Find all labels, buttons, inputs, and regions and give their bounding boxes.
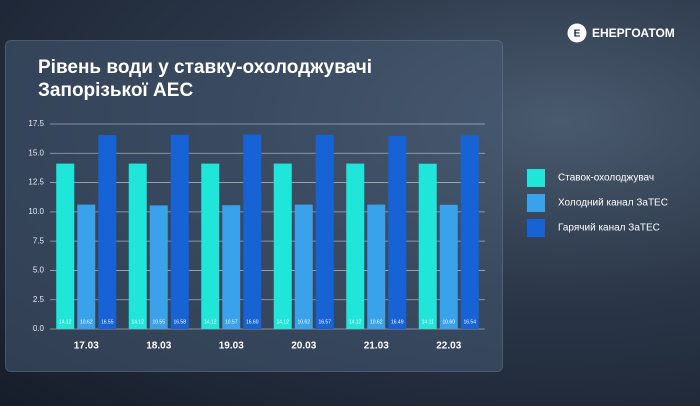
y-tick-label: 2.5 — [33, 295, 45, 304]
x-tick-label: 19.03 — [219, 341, 244, 352]
value-label: 16.54 — [463, 319, 476, 325]
value-label: 14.11 — [422, 319, 434, 325]
legend-swatch — [527, 169, 545, 187]
value-label: 16.55 — [101, 319, 114, 325]
x-tick-label: 20.03 — [291, 341, 316, 352]
bar — [128, 163, 147, 329]
value-label: 10.62 — [370, 319, 383, 325]
value-label: 10.55 — [152, 319, 165, 325]
value-label: 16.60 — [246, 319, 259, 325]
bar — [273, 163, 292, 329]
legend-label: Гарячий канал ЗаТЕС — [558, 223, 660, 234]
value-label: 10.62 — [297, 319, 310, 325]
y-tick-label: 5.0 — [33, 266, 45, 275]
y-tick-label: 7.5 — [33, 236, 45, 245]
bar — [367, 204, 386, 329]
x-tick-label: 17.03 — [74, 341, 99, 352]
bar — [170, 134, 189, 329]
bar — [315, 134, 334, 329]
value-label: 14.12 — [204, 319, 217, 325]
bar — [222, 205, 241, 329]
bar — [439, 204, 458, 329]
value-label: 16.49 — [391, 319, 404, 325]
y-tick-label: 10.0 — [28, 207, 44, 216]
x-tick-label: 21.03 — [364, 341, 389, 352]
x-tick-label: 22.03 — [436, 341, 461, 352]
bar — [56, 163, 75, 329]
legend-label: Холодний канал ЗаТЕС — [558, 198, 668, 209]
bar — [98, 135, 117, 329]
x-tick-label: 18.03 — [146, 341, 171, 352]
legend-swatch — [527, 194, 545, 212]
y-tick-label: 0.0 — [33, 324, 45, 333]
bar — [294, 204, 313, 329]
value-label: 10.57 — [225, 319, 238, 325]
logo-icon: Е — [567, 23, 587, 43]
bar — [149, 205, 168, 329]
svg-text:Е: Е — [574, 29, 581, 40]
y-tick-label: 12.5 — [28, 178, 44, 187]
value-label: 14.12 — [131, 319, 144, 325]
value-label: 14.12 — [276, 319, 289, 325]
bar — [388, 135, 407, 329]
chart-title: Рівень води у ставку-охолоджувачі Запорі… — [38, 57, 373, 101]
value-label: 14.12 — [59, 319, 72, 325]
bar — [460, 135, 479, 329]
bar — [346, 163, 365, 329]
value-label: 14.12 — [349, 319, 362, 325]
bar — [243, 134, 262, 329]
y-tick-label: 15.0 — [28, 148, 44, 157]
y-tick-label: 17.5 — [28, 119, 44, 128]
value-label: 10.62 — [80, 319, 93, 325]
legend-swatch — [527, 219, 545, 237]
legend-label: Ставок-охолоджувач — [558, 173, 654, 184]
bar — [418, 163, 437, 329]
bar — [201, 163, 220, 329]
value-label: 16.58 — [173, 319, 186, 325]
brand: ЕНЕРГОАТОМ — [592, 26, 675, 40]
value-label: 10.60 — [442, 319, 455, 325]
bar — [77, 204, 96, 329]
value-label: 16.57 — [318, 319, 331, 325]
